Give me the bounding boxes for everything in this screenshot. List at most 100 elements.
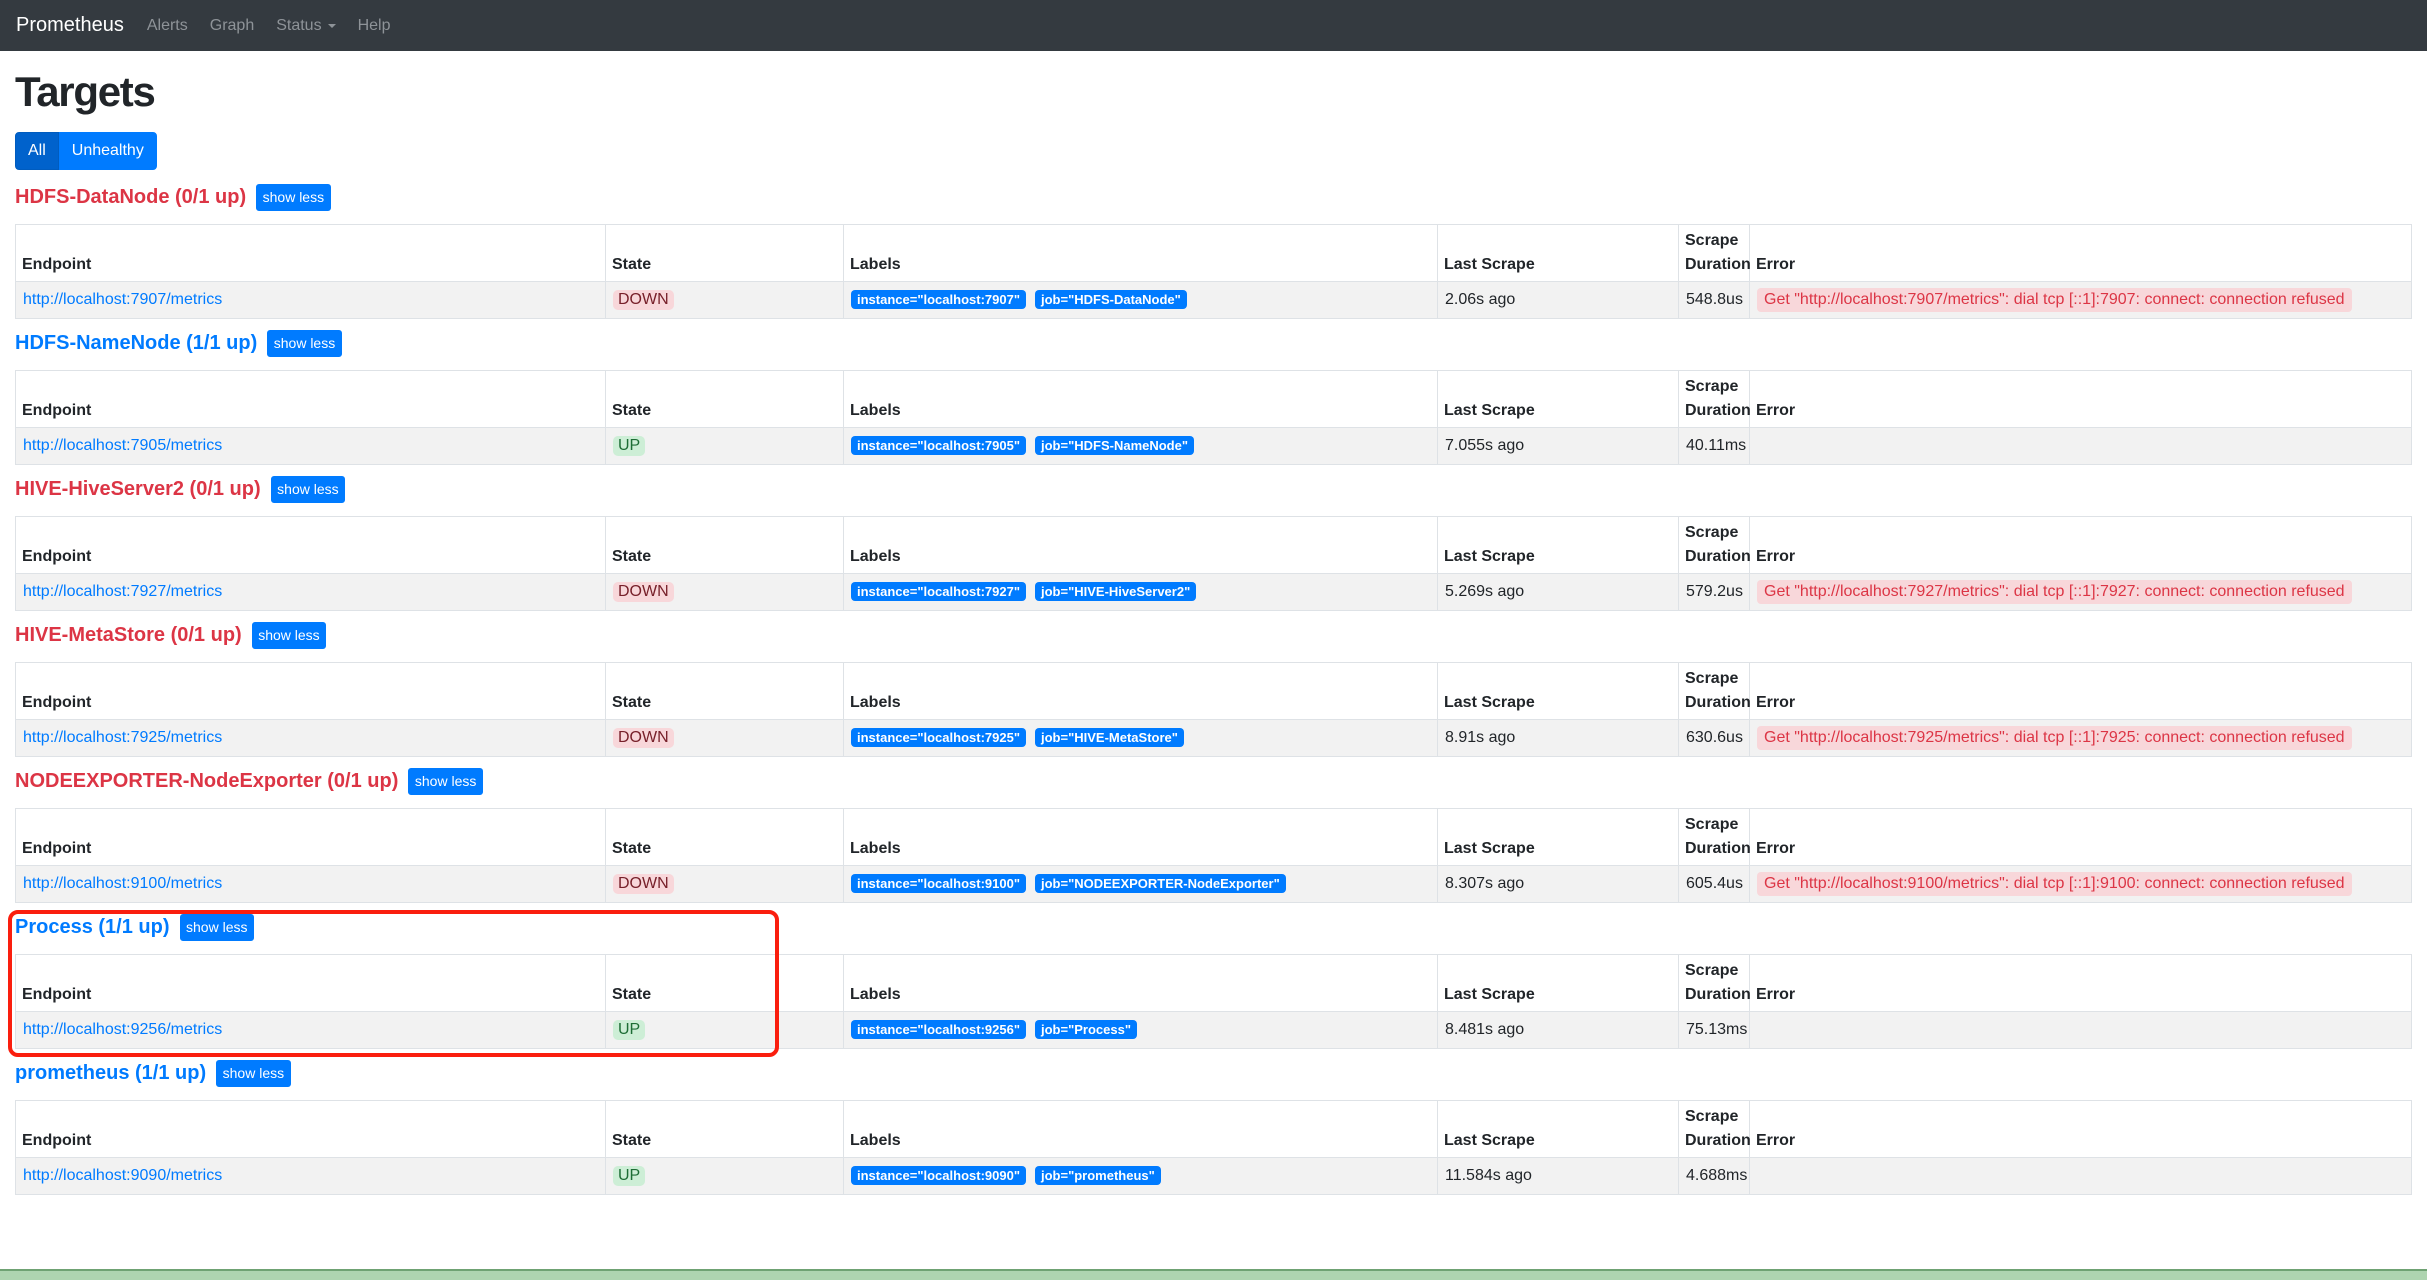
col-header-error: Error xyxy=(1749,223,2412,282)
col-header-endpoint: Endpoint xyxy=(15,369,606,428)
col-header-last-scrape: Last Scrape xyxy=(1437,369,1679,428)
last-scrape-cell: 8.481s ago xyxy=(1437,1010,1679,1049)
show-less-button[interactable]: show less xyxy=(251,621,327,649)
col-header-labels: Labels xyxy=(843,953,1438,1012)
state-cell: DOWN xyxy=(605,572,844,611)
show-less-button[interactable]: show less xyxy=(256,183,331,211)
col-header-labels: Labels xyxy=(843,807,1438,866)
label-badge-job: job="prometheus" xyxy=(1034,1165,1161,1186)
label-badge-instance: instance="localhost:7925" xyxy=(851,727,1026,748)
pool-title-link[interactable]: NODEEXPORTER-NodeExporter (0/1 up) xyxy=(15,770,399,793)
header-row: Endpoint State Labels Last Scrape Scrape… xyxy=(15,953,2412,1012)
label-badge-job: job="HDFS-NameNode" xyxy=(1034,435,1195,456)
brand-prometheus[interactable]: Prometheus xyxy=(16,14,124,36)
labels-cell: instance="localhost:7907" job="HDFS-DataN… xyxy=(843,280,1438,319)
pool-title-link[interactable]: HDFS-NameNode (1/1 up) xyxy=(15,332,258,355)
col-header-scrape-duration: Scrape Duration xyxy=(1678,661,1751,720)
show-less-button[interactable]: show less xyxy=(270,475,346,503)
target-pool: HDFS-NameNode (1/1 up) show less Endpoint… xyxy=(15,316,2412,465)
col-header-scrape-duration: Scrape Duration xyxy=(1678,807,1751,866)
last-scrape-cell: 8.91s ago xyxy=(1437,718,1679,757)
show-less-button[interactable]: show less xyxy=(267,329,342,357)
label-badge-job: job="HIVE-MetaStore" xyxy=(1034,727,1184,748)
endpoint-cell: http://localhost:7907/metrics xyxy=(15,280,606,319)
last-scrape-cell: 5.269s ago xyxy=(1437,572,1679,611)
targets-table: Endpoint State Labels Last Scrape Scrape… xyxy=(15,369,2412,465)
col-header-state: State xyxy=(605,661,844,720)
nav-link-help[interactable]: Help xyxy=(347,17,402,35)
pool-title-link[interactable]: Process (1/1 up) xyxy=(15,916,170,939)
filter-all-button[interactable]: All xyxy=(15,132,59,171)
endpoint-link[interactable]: http://localhost:9256/metrics xyxy=(23,1020,223,1038)
filter-unhealthy-button[interactable]: Unhealthy xyxy=(58,132,157,171)
pool-heading: HIVE-MetaStore (0/1 up) show less xyxy=(15,621,2412,649)
target-row: http://localhost:7925/metrics DOWN insta… xyxy=(15,718,2412,757)
endpoint-cell: http://localhost:9090/metrics xyxy=(15,1156,606,1195)
labels-cell: instance="localhost:7925" job="HIVE-MetaS… xyxy=(843,718,1438,757)
state-cell: UP xyxy=(605,426,844,465)
target-pools: HDFS-DataNode (0/1 up) show less Endpoint… xyxy=(8,170,2412,1195)
col-header-state: State xyxy=(605,807,844,866)
label-badge-instance: instance="localhost:9090" xyxy=(851,1165,1026,1186)
nav-link-status[interactable]: Status xyxy=(265,17,346,35)
nav-item-alerts: Alerts xyxy=(136,17,199,35)
col-header-labels: Labels xyxy=(843,661,1438,720)
nav-item-status: Status xyxy=(265,17,346,35)
target-row: http://localhost:9256/metrics UP instanc… xyxy=(15,1010,2412,1049)
targets-table: Endpoint State Labels Last Scrape Scrape… xyxy=(15,807,2412,903)
state-badge: UP xyxy=(613,435,646,456)
state-cell: DOWN xyxy=(605,718,844,757)
scrape-duration-cell: 605.4us xyxy=(1678,864,1750,903)
endpoint-link[interactable]: http://localhost:9090/metrics xyxy=(23,1166,223,1184)
endpoint-link[interactable]: http://localhost:7907/metrics xyxy=(23,290,223,308)
target-pool: prometheus (1/1 up) show less Endpoint St… xyxy=(15,1046,2412,1195)
nav-link-label: Help xyxy=(357,16,391,34)
pool-heading: prometheus (1/1 up) show less xyxy=(15,1059,2412,1087)
col-header-last-scrape: Last Scrape xyxy=(1437,807,1679,866)
endpoint-link[interactable]: http://localhost:7927/metrics xyxy=(23,582,223,600)
pool-title-link[interactable]: HDFS-DataNode (0/1 up) xyxy=(15,186,247,209)
last-scrape-cell: 11.584s ago xyxy=(1437,1156,1679,1195)
scrape-duration-cell: 548.8us xyxy=(1678,280,1750,319)
pool-title-link[interactable]: prometheus (1/1 up) xyxy=(15,1062,207,1085)
error-cell xyxy=(1749,1010,2412,1049)
col-header-error: Error xyxy=(1749,515,2412,574)
pool-heading: HIVE-HiveServer2 (0/1 up) show less xyxy=(15,475,2412,503)
col-header-state: State xyxy=(605,515,844,574)
nav-link-alerts[interactable]: Alerts xyxy=(136,17,199,35)
nav-link-graph[interactable]: Graph xyxy=(199,17,265,35)
error-badge: Get "http://localhost:9100/metrics": dia… xyxy=(1757,871,2352,896)
label-badge-instance: instance="localhost:7905" xyxy=(851,435,1026,456)
header-row: Endpoint State Labels Last Scrape Scrape… xyxy=(15,1099,2412,1158)
col-header-last-scrape: Last Scrape xyxy=(1437,1099,1679,1158)
col-header-error: Error xyxy=(1749,807,2412,866)
error-cell: Get "http://localhost:7907/metrics": dia… xyxy=(1749,280,2412,319)
pool-heading: NODEEXPORTER-NodeExporter (0/1 up) show l… xyxy=(15,767,2412,795)
scrape-duration-cell: 630.6us xyxy=(1678,718,1750,757)
error-badge: Get "http://localhost:7925/metrics": dia… xyxy=(1757,725,2352,750)
scrape-duration-cell: 4.688ms xyxy=(1678,1156,1750,1195)
show-less-button[interactable]: show less xyxy=(179,913,254,941)
header-row: Endpoint State Labels Last Scrape Scrape… xyxy=(15,807,2412,866)
scrape-duration-cell: 75.13ms xyxy=(1678,1010,1750,1049)
col-header-scrape-duration: Scrape Duration xyxy=(1678,1099,1751,1158)
endpoint-cell: http://localhost:7927/metrics xyxy=(15,572,606,611)
last-scrape-cell: 2.06s ago xyxy=(1437,280,1679,319)
header-row: Endpoint State Labels Last Scrape Scrape… xyxy=(15,515,2412,574)
col-header-endpoint: Endpoint xyxy=(15,953,606,1012)
state-badge: UP xyxy=(613,1165,646,1186)
endpoint-link[interactable]: http://localhost:7925/metrics xyxy=(23,728,223,746)
endpoint-link[interactable]: http://localhost:7905/metrics xyxy=(23,436,223,454)
show-less-button[interactable]: show less xyxy=(216,1059,291,1087)
pool-heading: Process (1/1 up) show less xyxy=(15,913,2412,941)
pool-title-link[interactable]: HIVE-HiveServer2 (0/1 up) xyxy=(15,478,261,501)
state-cell: UP xyxy=(605,1156,844,1195)
col-header-scrape-duration: Scrape Duration xyxy=(1678,223,1751,282)
show-less-button[interactable]: show less xyxy=(408,767,483,795)
pool-title-link[interactable]: HIVE-MetaStore (0/1 up) xyxy=(15,624,242,647)
endpoint-link[interactable]: http://localhost:9100/metrics xyxy=(23,874,223,892)
col-header-state: State xyxy=(605,369,844,428)
label-badge-instance: instance="localhost:9256" xyxy=(851,1019,1026,1040)
label-badge-job: job="HDFS-DataNode" xyxy=(1034,289,1187,310)
target-row: http://localhost:9090/metrics UP instanc… xyxy=(15,1156,2412,1195)
